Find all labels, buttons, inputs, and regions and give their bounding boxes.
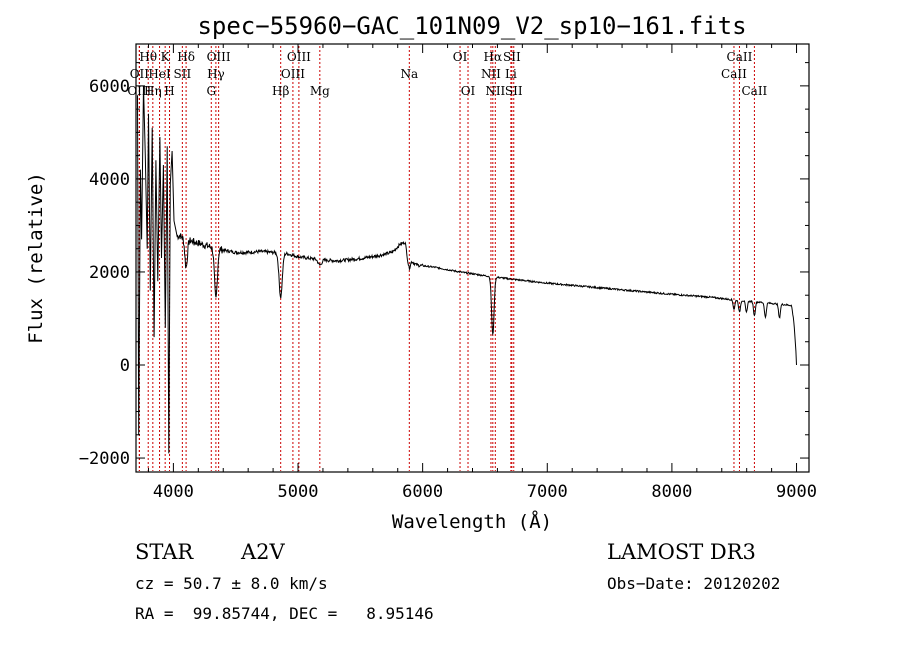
- spectral-line-label: CaII: [727, 50, 753, 64]
- y-tick-label: 0: [120, 356, 130, 376]
- spectral-line-label: Hη: [144, 84, 162, 98]
- x-tick-label: 6000: [402, 482, 443, 502]
- obs-date: Obs−Date: 20120202: [607, 574, 780, 593]
- spectral-line-labels: HθOIIOIIIHηHeIKHSIIHδHγGOIIIHβOIIIOIIIMg…: [127, 50, 767, 98]
- spectral-line-label: CaII: [741, 84, 767, 98]
- spectral-line-label: OII: [130, 67, 150, 81]
- spectral-line-label: CaII: [721, 67, 747, 81]
- y-tick-label: −2000: [79, 449, 130, 469]
- spectral-line-label: K: [161, 50, 171, 64]
- spectral-line-label: Hθ: [139, 50, 157, 64]
- spectral-line-label: Hδ: [177, 50, 195, 64]
- y-axis-label: Flux (relative): [25, 172, 47, 344]
- x-axis-label: Wavelength (Å): [392, 510, 552, 533]
- spectral-line-label: Na: [400, 67, 418, 81]
- x-tick-label: 7000: [527, 482, 568, 502]
- x-tick-label: 4000: [153, 482, 194, 502]
- spectrum-series: [137, 85, 797, 454]
- spectral-line-label: Hβ: [272, 84, 289, 98]
- spectral-line-label: Li: [505, 67, 517, 81]
- x-tick-label: 8000: [651, 482, 692, 502]
- object-type: STAR: [135, 540, 194, 564]
- coordinates: RA = 99.85744, DEC = 8.95146: [135, 604, 434, 623]
- spectral-line-label: Mg: [310, 84, 330, 98]
- spectral-line-label: OI: [461, 84, 476, 98]
- y-tick-label: 2000: [89, 263, 130, 283]
- spectral-line-label: OI: [453, 50, 468, 64]
- spectral-class: A2V: [240, 540, 286, 564]
- x-tick-label: 5000: [278, 482, 319, 502]
- spectral-line-label: NII: [485, 84, 505, 98]
- y-axis: −2000 0 2000 4000 6000: [79, 62, 809, 469]
- spectral-line-label: OIII: [127, 84, 151, 98]
- y-tick-label: 4000: [89, 170, 130, 190]
- spectral-line-label: Hα: [484, 50, 503, 64]
- spectral-line-markers: [138, 46, 755, 471]
- spectral-line-label: Hγ: [207, 67, 225, 81]
- spectral-line-label: G: [206, 84, 216, 98]
- survey-name: LAMOST DR3: [607, 540, 756, 564]
- plot-frame: [135, 43, 810, 473]
- x-axis: 4000 5000 6000 7000 8000 9000: [147, 44, 817, 502]
- chart-title: spec−55960−GAC_101N09_V2_sp10−161.fits: [197, 12, 746, 40]
- spectral-line-label: SII: [505, 84, 523, 98]
- spectral-line-label: OIII: [281, 67, 305, 81]
- spectral-line-label: SII: [174, 67, 192, 81]
- redshift-value: cz = 50.7 ± 8.0 km/s: [135, 574, 328, 593]
- spectral-line-label: NII: [481, 67, 501, 81]
- spectral-line-label: SII: [503, 50, 521, 64]
- spectral-line-label: H: [164, 84, 174, 98]
- spectral-line-label: OIII: [287, 50, 311, 64]
- y-tick-label: 6000: [89, 77, 130, 97]
- x-tick-label: 9000: [776, 482, 817, 502]
- spectral-line-label: HeI: [148, 67, 171, 81]
- spectral-line-label: OIII: [207, 50, 231, 64]
